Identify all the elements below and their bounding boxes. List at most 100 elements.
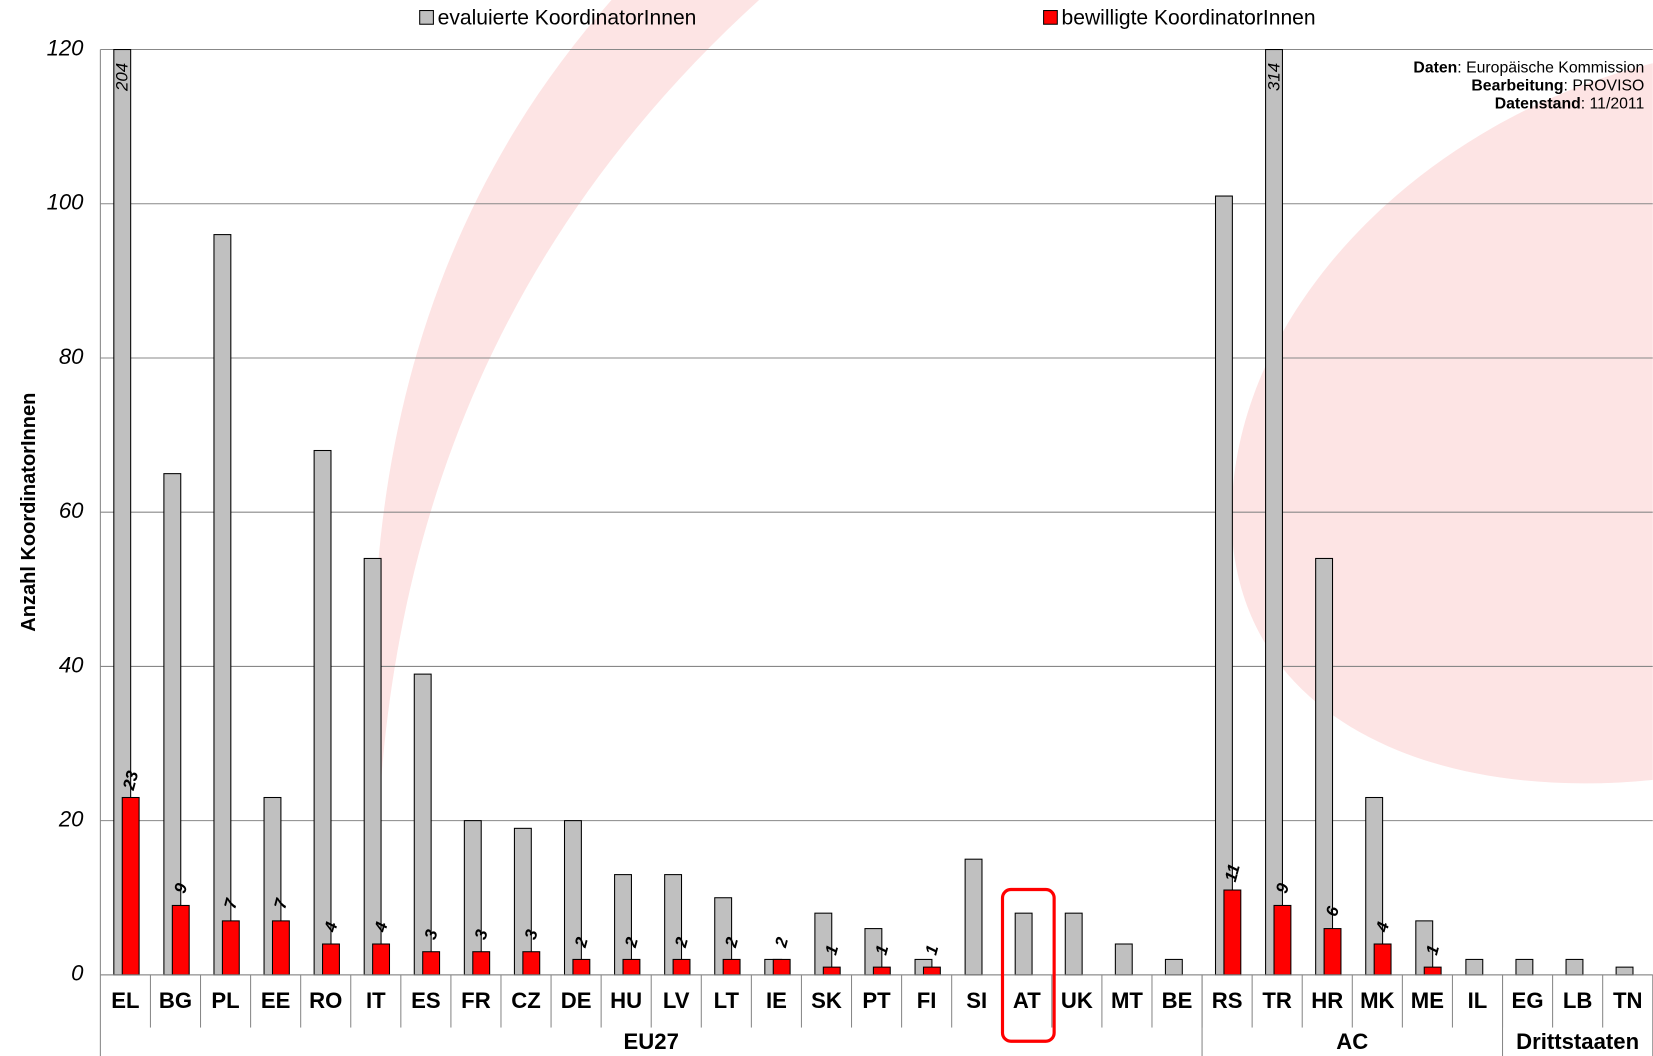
x-tick-label: UK [1061,988,1093,1013]
x-tick-label: AT [1013,988,1041,1013]
x-tick-label: PL [211,988,239,1013]
bar [221,920,240,976]
bar [872,966,891,976]
bar [171,904,190,976]
legend-label: evaluierte KoordinatorInnen [438,7,697,30]
source-key: Datenstand [1495,96,1581,113]
source-text: : 11/2011 [1581,96,1645,113]
x-tick-label: RS [1212,988,1243,1013]
highlight-box [1000,887,1056,1043]
bar [313,449,332,976]
data-label: 23 [119,768,143,793]
background-decoration [373,0,1653,801]
y-tick-label: 80 [59,344,84,369]
source-note: Datenstand: 11/2011 [1495,96,1645,113]
bar [121,796,140,976]
y-tick-label: 20 [58,806,84,831]
data-label: 314 [1265,63,1284,91]
bar [422,951,441,976]
bar [1014,912,1033,976]
x-tick-label: HR [1311,988,1343,1013]
x-tick-label: SK [811,988,842,1013]
bar [922,966,941,976]
bar [372,943,391,976]
x-tick-label: RO [309,988,342,1013]
x-tick-label: EE [261,988,291,1013]
bar [1615,966,1634,976]
x-tick-label: BE [1162,988,1193,1013]
x-tick-label: IT [366,988,386,1013]
y-tick-label: 100 [47,190,85,215]
bar [722,958,741,976]
x-tick-label: LB [1563,988,1593,1013]
x-tick-label: ME [1411,988,1444,1013]
bar [672,958,691,976]
bar [772,958,791,976]
x-tick-label: BG [159,988,192,1013]
data-label: 1 [922,943,943,957]
x-tick-label: TR [1262,988,1292,1013]
bar [563,820,582,976]
x-tick-label: MK [1360,988,1394,1013]
bar [1265,49,1283,976]
legend-label: bewilligte KoordinatorInnen [1062,7,1316,30]
bar [822,966,841,976]
data-label: 11 [1221,862,1244,884]
bar [1465,958,1484,976]
y-tick-label: 120 [47,35,85,60]
bar [1164,958,1183,976]
y-tick-label: 40 [59,652,84,677]
legend-swatch [1043,10,1058,25]
x-tick-label: EL [111,988,139,1013]
data-label: 2 [771,935,792,951]
x-tick-label: IE [766,988,787,1013]
x-tick-label: HU [610,988,642,1013]
group-label: EU27 [624,1029,679,1054]
bar [622,958,641,976]
source-text: : PROVISO [1564,78,1645,95]
bar [1323,928,1342,976]
x-tick-label: LV [663,988,690,1013]
bar [1223,889,1242,976]
source-note: Bearbeitung: PROVISO [1471,78,1644,95]
bar [1273,904,1292,976]
x-tick-label: MT [1111,988,1143,1013]
group-label: AC [1336,1029,1368,1054]
x-tick-label: SI [966,988,987,1013]
x-tick-label: ES [411,988,441,1013]
bar [1373,943,1392,976]
source-text: : Europäische Kommission [1457,60,1644,77]
y-tick-label: 0 [71,961,84,986]
x-tick-label: TN [1613,988,1642,1013]
source-key: Bearbeitung [1471,78,1563,95]
bar [964,858,983,976]
bar [1565,958,1584,976]
x-tick-label: FI [917,988,937,1013]
x-tick-label: DE [561,988,592,1013]
bar [363,557,382,976]
x-tick-label: PT [862,988,891,1013]
x-tick-label: FR [461,988,491,1013]
bar [572,958,591,976]
bar [472,951,491,976]
bar [1214,195,1233,976]
y-axis-title: Anzahl KoordinatorInnen [18,393,40,632]
bar [522,951,541,976]
bar [322,943,340,976]
group-label: Drittstaaten [1516,1029,1639,1054]
bar [1114,943,1133,976]
y-tick-label: 60 [59,498,84,523]
x-tick-label: EG [1512,988,1544,1013]
x-tick-label: CZ [511,988,541,1013]
bar [1064,912,1083,976]
bar [271,920,290,976]
bar [1515,958,1534,976]
x-tick-label: IL [1468,988,1488,1013]
source-note: Daten: Europäische Kommission [1413,60,1644,77]
data-label: 204 [113,63,132,92]
bar [1423,966,1442,976]
legend-swatch [419,10,434,25]
source-key: Daten [1413,60,1457,77]
bar [163,473,182,976]
